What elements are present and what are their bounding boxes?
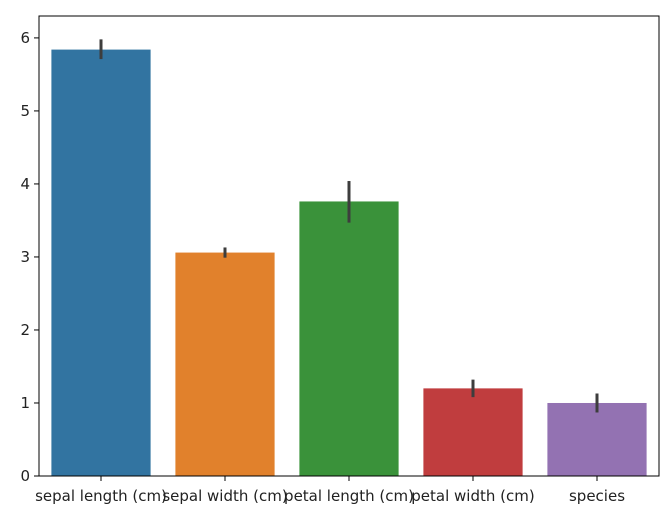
bar-2 xyxy=(299,201,399,476)
y-tick-label-5: 5 xyxy=(20,102,30,120)
y-tick-label-0: 0 xyxy=(20,467,30,485)
y-axis: 0 1 2 3 4 5 6 xyxy=(20,29,39,485)
y-tick-label-6: 6 xyxy=(20,29,30,47)
y-tick-label-3: 3 xyxy=(20,248,30,266)
bar-0 xyxy=(51,49,151,476)
bar-1 xyxy=(175,252,275,476)
bars-layer xyxy=(51,49,647,476)
x-axis: sepal length (cm)sepal width (cm)petal l… xyxy=(35,476,625,505)
y-tick-label-4: 4 xyxy=(20,175,30,193)
x-tick-label-2: petal length (cm) xyxy=(284,487,414,505)
x-tick-label-1: sepal width (cm) xyxy=(162,487,287,505)
x-tick-label-3: petal width (cm) xyxy=(411,487,534,505)
plot-frame xyxy=(38,15,660,477)
x-tick-label-0: sepal length (cm) xyxy=(35,487,167,505)
y-tick-label-2: 2 xyxy=(20,321,30,339)
bar-4 xyxy=(547,402,647,476)
x-tick-label-4: species xyxy=(569,487,625,505)
error-bars-layer xyxy=(99,39,599,413)
bar-3 xyxy=(423,388,523,476)
y-tick-label-1: 1 xyxy=(20,394,30,412)
